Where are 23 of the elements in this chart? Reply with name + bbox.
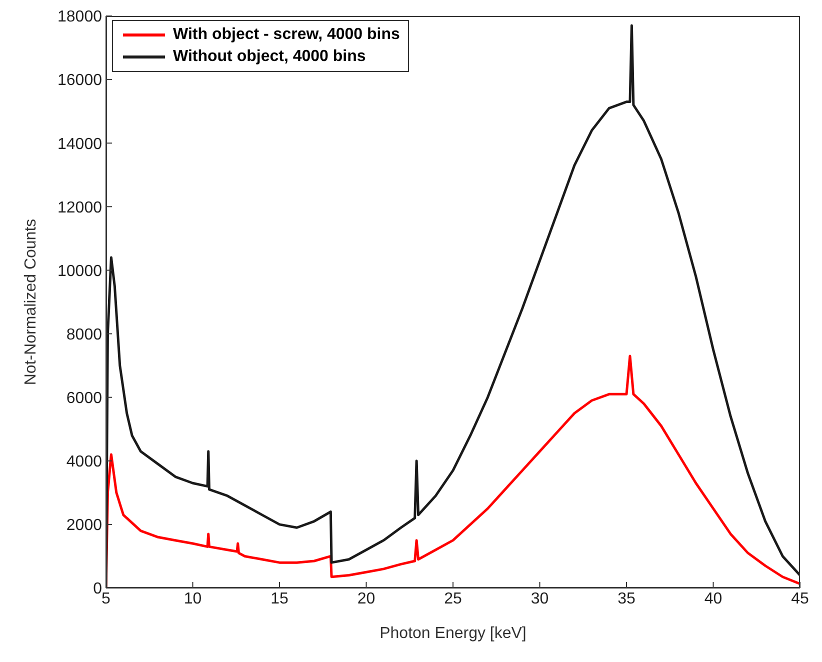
y-tick-label: 8000 (66, 326, 102, 344)
legend-label: With object - screw, 4000 bins (173, 25, 400, 45)
y-tick-label: 16000 (58, 72, 102, 90)
x-tick-label: 5 (102, 590, 111, 608)
y-axis-title: Not-Normalized Counts (22, 218, 40, 386)
y-tick-label: 2000 (66, 517, 102, 534)
y-tick-label: 10000 (58, 262, 102, 280)
y-tick-label: 12000 (58, 199, 102, 216)
x-tick-label: 35 (618, 590, 636, 608)
legend-label: Without object, 4000 bins (173, 47, 366, 67)
y-tick-label: 4000 (66, 454, 102, 471)
y-tick-label: 14000 (58, 136, 102, 153)
x-tick-label: 10 (184, 590, 202, 608)
y-tick-label: 18000 (58, 8, 102, 26)
x-tick-label: 15 (270, 590, 288, 608)
x-tick-label: 45 (791, 590, 809, 608)
x-tick-label: 30 (530, 590, 549, 608)
x-tick-label: 20 (357, 590, 376, 608)
x-tick-label: 40 (704, 590, 722, 608)
x-axis-title: Photon Energy [keV] (380, 625, 526, 642)
y-tick-label: 0 (93, 580, 102, 598)
x-tick-label: 25 (444, 590, 462, 608)
y-tick-label: 6000 (66, 390, 102, 408)
